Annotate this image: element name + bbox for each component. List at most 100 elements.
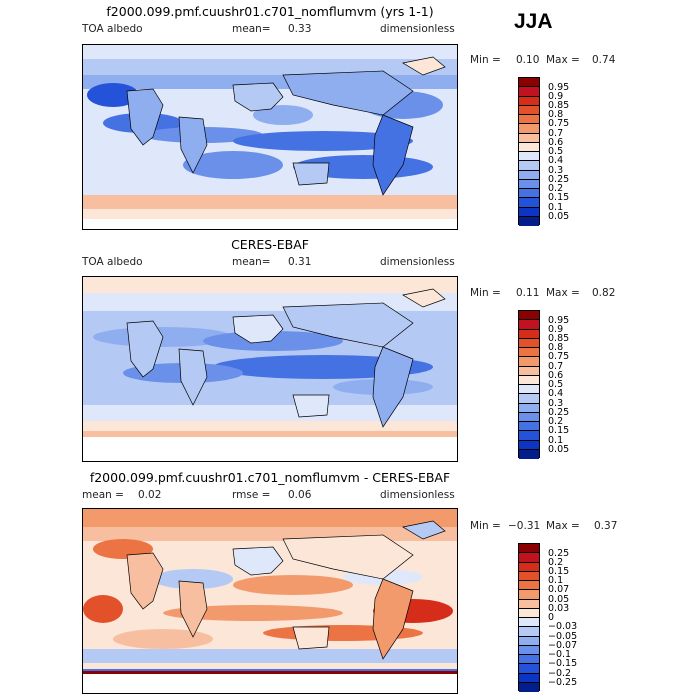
panel3-colorbar-label: 0.03 (548, 603, 570, 614)
panel2-swatch (519, 311, 539, 321)
panel1-swatch (519, 78, 539, 88)
panel3-colorbar-label: 0.25 (548, 548, 570, 559)
panel3-swatch (519, 608, 539, 618)
panel3-swatch (519, 673, 539, 683)
panel3-swatch (519, 571, 539, 581)
panel2-swatch (519, 338, 539, 348)
panel3-rmse-value: 0.06 (288, 489, 312, 501)
panel1-colorbar-label: 0.5 (548, 146, 564, 157)
panel3-rmse-label: rmse = (232, 489, 271, 501)
panel3-colorbar-label: −0.15 (548, 658, 578, 669)
panel1-max-label: Max = (546, 54, 580, 66)
panel2-colorbar-label: 0.1 (548, 435, 564, 446)
panel1-colorbar-label: 0.3 (548, 165, 564, 176)
panel3-swatch (519, 544, 539, 554)
panel1-colorbar-label: 0.05 (548, 211, 570, 222)
panel3-colorbar-label: 0.07 (548, 584, 570, 595)
panel1-swatch (519, 189, 539, 199)
panel2-swatch (519, 357, 539, 367)
panel1-colorbar-label: 0.2 (548, 183, 564, 194)
panel2-colorbar-label: 0.3 (548, 398, 564, 409)
panel3-swatch (519, 618, 539, 628)
panel1-colorbar-label: 0.95 (548, 82, 570, 93)
panel2-colorbar-label: 0.95 (548, 315, 570, 326)
panel2-colorbar-label: 0.05 (548, 444, 570, 455)
panel3-swatch (519, 645, 539, 655)
panel1-map (82, 44, 458, 230)
panel3-colorbar (518, 543, 540, 692)
panel1-colorbar-label: 0.15 (548, 192, 570, 203)
panel1-colorbar-label: 0.85 (548, 100, 570, 111)
panel3-min-label: Min = (470, 520, 501, 532)
panel1-colorbar-label: 0.8 (548, 109, 564, 120)
panel1-min-label: Min = (470, 54, 501, 66)
panel3-swatch (519, 655, 539, 665)
panel1-swatch (519, 198, 539, 208)
panel2-max-value: 0.82 (592, 287, 616, 299)
panel2-swatch (519, 375, 539, 385)
panel3-mean-label: mean = (82, 489, 124, 501)
panel3-max-value: 0.37 (594, 520, 618, 532)
panel1-colorbar-label: 0.6 (548, 137, 564, 148)
panel2-swatch (519, 412, 539, 422)
panel1-swatch (519, 105, 539, 115)
panel1-swatch (519, 96, 539, 106)
panel2-colorbar-label: 0.9 (548, 324, 564, 335)
panel2-swatch (519, 431, 539, 441)
panel1-swatch (519, 161, 539, 171)
panel3-swatch (519, 590, 539, 600)
panel1-colorbar-label: 0.7 (548, 128, 564, 139)
panel2-swatch (519, 320, 539, 330)
panel3-colorbar-label: −0.07 (548, 640, 578, 651)
panel2-swatch (519, 440, 539, 450)
panel1-swatch (519, 133, 539, 143)
panel2-colorbar-label: 0.85 (548, 333, 570, 344)
panel2-mean-value: 0.31 (288, 256, 312, 268)
panel3-colorbar-label: 0.15 (548, 566, 570, 577)
panel2-colorbar-label: 0.75 (548, 351, 570, 362)
panel3-units: dimensionless (380, 489, 455, 501)
panel1-mean-value: 0.33 (288, 23, 312, 35)
panel3-min-value: −0.31 (508, 520, 541, 532)
panel1-swatch (519, 115, 539, 125)
panel3-swatch (519, 682, 539, 692)
panel2-min-value: 0.11 (516, 287, 540, 299)
panel2-swatch (519, 385, 539, 395)
panel3-colorbar-label: 0.05 (548, 594, 570, 605)
panel2-colorbar-label: 0.5 (548, 379, 564, 390)
panel2-min-label: Min = (470, 287, 501, 299)
panel3-swatch (519, 553, 539, 563)
panel2-swatch (519, 449, 539, 459)
panel1-max-value: 0.74 (592, 54, 616, 66)
panel3-mean-value: 0.02 (138, 489, 162, 501)
panel3-swatch (519, 627, 539, 637)
panel2-colorbar-label: 0.6 (548, 370, 564, 381)
panel3-colorbar-label: −0.2 (548, 668, 572, 679)
panel2-map (82, 276, 458, 462)
panel3-swatch (519, 599, 539, 609)
panel2-swatch (519, 348, 539, 358)
panel1-colorbar-label: 0.75 (548, 118, 570, 129)
panel3-max-label: Max = (546, 520, 580, 532)
panel1-swatch (519, 207, 539, 217)
panel1-swatch (519, 87, 539, 97)
panel3-colorbar-label: 0 (548, 612, 555, 623)
panel3-swatch (519, 664, 539, 674)
panel1-swatch (519, 124, 539, 134)
panel1-colorbar (518, 77, 540, 226)
panel2-colorbar-label: 0.15 (548, 425, 570, 436)
panel2-swatch (519, 403, 539, 413)
panel3-colorbar-label: −0.05 (548, 631, 578, 642)
panel3-colorbar-label: −0.1 (548, 649, 572, 660)
panel3-colorbar-label: −0.25 (548, 677, 578, 688)
panel2-swatch (519, 366, 539, 376)
panel3-swatch (519, 636, 539, 646)
panel2-units: dimensionless (380, 256, 455, 268)
panel3-swatch (519, 562, 539, 572)
panel1-colorbar-label: 0.25 (548, 174, 570, 185)
panel2-colorbar-label: 0.8 (548, 342, 564, 353)
panel2-variable-label: TOA albedo (82, 256, 143, 268)
panel1-swatch (519, 170, 539, 180)
panel1-variable-label: TOA albedo (82, 23, 143, 35)
panel3-title: f2000.099.pmf.cuushr01.c701_nomflumvm - … (89, 470, 451, 485)
